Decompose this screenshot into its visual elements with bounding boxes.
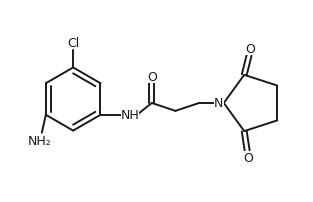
Text: Cl: Cl	[67, 37, 79, 50]
Text: O: O	[243, 152, 253, 164]
Text: NH: NH	[121, 109, 140, 122]
Text: O: O	[147, 70, 157, 83]
Text: NH₂: NH₂	[28, 134, 52, 147]
Text: O: O	[245, 42, 255, 55]
Text: N: N	[214, 97, 223, 110]
